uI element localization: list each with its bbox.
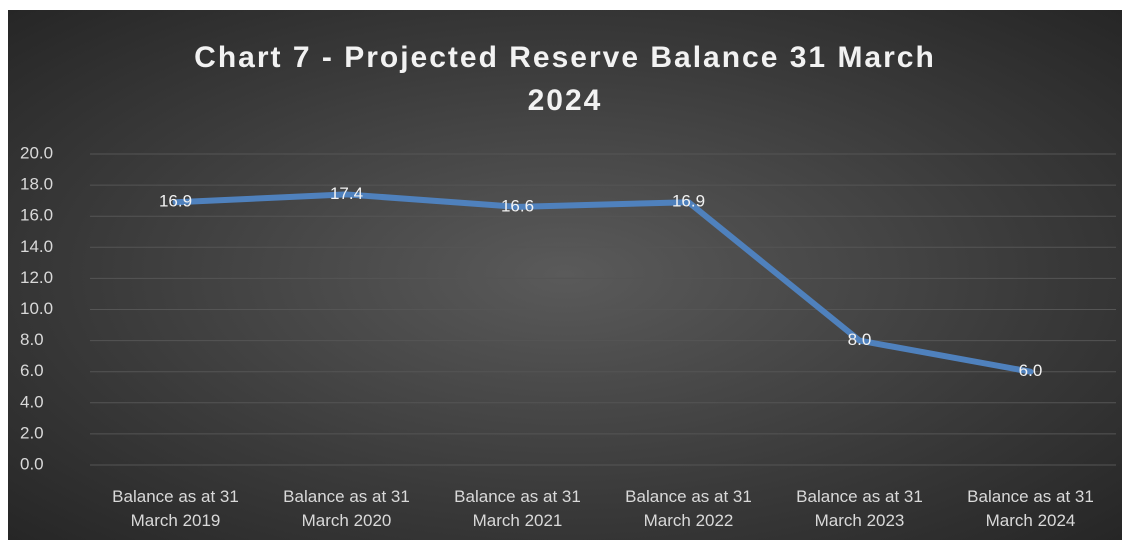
y-tick-label: 12.0	[20, 268, 53, 287]
line	[172, 191, 1034, 375]
y-tick-label: 20.0	[20, 143, 53, 162]
y-tick-label: 8.0	[20, 330, 44, 349]
y-tick-label: 6.0	[20, 361, 44, 380]
chart: 0.0 2.0 4.0 6.0 8.0 10.0 12.0 14.0 16.0 18.0 20.0 1…	[8, 10, 1122, 540]
data-label: 16.9	[672, 192, 705, 211]
y-tick-label: 16.0	[20, 206, 53, 225]
y-tick-label: 4.0	[20, 392, 44, 411]
plot: 0.0 2.0 4.0 6.0 8.0 10.0 12.0 14.0 16.0 18.0 20.0 1…	[20, 143, 1116, 473]
data-label: 8.0	[848, 330, 872, 349]
data-label: 16.6	[501, 196, 534, 215]
chart-title: Chart 7 - Projected Reserve Balance 31 M…	[194, 41, 936, 117]
data-label: 6.0	[1019, 361, 1043, 380]
y-tick-label: 0.0	[20, 454, 44, 473]
x-tick-label: Balance as at 31 March 2024	[967, 487, 1094, 530]
y-tick-label: 14.0	[20, 237, 53, 256]
y-tick-label: 2.0	[20, 423, 44, 442]
y-tick-label: 10.0	[20, 299, 53, 318]
x-tick-label: Balance as at 31 March 2020	[283, 487, 410, 530]
x-tick-label: Balance as at 31 March 2023	[796, 487, 923, 530]
x-tick-label: Balance as at 31 March 2021	[454, 487, 581, 530]
y-tick-label: 18.0	[20, 175, 53, 194]
data-label: 16.9	[159, 192, 192, 211]
x-tick-label: Balance as at 31 March 2019	[112, 487, 239, 530]
data-label: 17.4	[330, 184, 363, 203]
x-tick-label: Balance as at 31 March 2022	[625, 487, 752, 530]
